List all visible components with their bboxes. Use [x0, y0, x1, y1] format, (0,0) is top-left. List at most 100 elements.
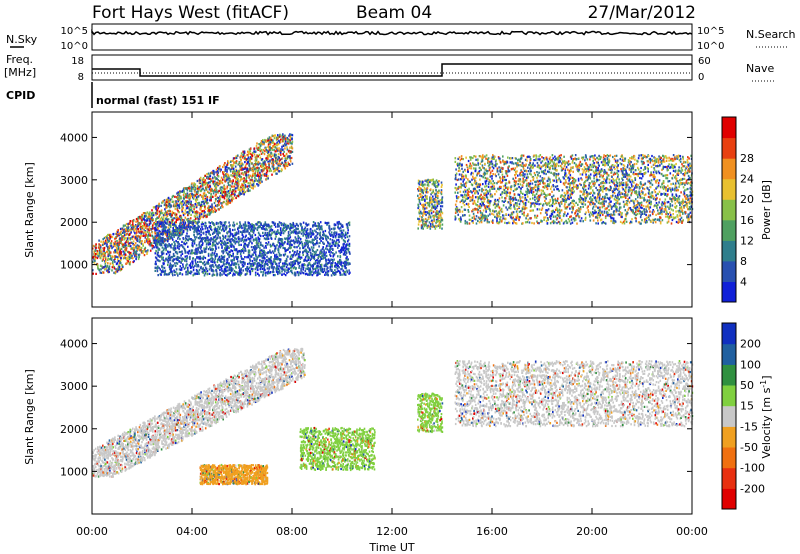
echo-cell [139, 238, 141, 241]
echo-cell [315, 253, 318, 257]
echo-cell [187, 206, 189, 209]
echo-cell [204, 186, 207, 189]
echo-cell [212, 248, 214, 251]
echo-cell [209, 181, 212, 184]
echo-cell [290, 133, 293, 136]
echo-cell [190, 190, 193, 193]
echo-cell [291, 244, 293, 247]
echo-cell [234, 236, 236, 240]
echo-cell [108, 265, 111, 268]
echo-cell [329, 249, 332, 252]
echo-cell [182, 206, 184, 209]
echo-cell [331, 239, 334, 242]
echo-cell [242, 264, 245, 267]
echo-cell [133, 247, 135, 250]
echo-cell [284, 147, 286, 150]
echo-cell [148, 225, 151, 229]
echo-cell [176, 207, 179, 210]
echo-cell [209, 173, 211, 176]
echo-cell [173, 223, 175, 226]
echo-cell [187, 235, 189, 238]
echo-cell [163, 212, 166, 215]
echo-cell [339, 271, 342, 274]
echo-cell [197, 189, 200, 192]
echo-cell [214, 204, 217, 207]
echo-cell [244, 191, 247, 194]
echo-cell [139, 227, 142, 231]
echo-cell [202, 228, 204, 231]
echo-cell [201, 257, 203, 260]
echo-cell [275, 154, 277, 157]
echo-cell [172, 227, 174, 230]
echo-cell [256, 142, 258, 145]
echo-cell [177, 229, 180, 232]
echo-cell [211, 247, 213, 250]
echo-cell [228, 192, 230, 195]
echo-cell [156, 212, 159, 215]
echo-cell [252, 167, 255, 171]
echo-cell [187, 201, 189, 204]
echo-cell [152, 212, 155, 215]
echo-cell [209, 205, 212, 208]
echo-cell [237, 241, 240, 244]
echo-cell [219, 232, 221, 235]
echo-cell [212, 231, 215, 234]
echo-cell [224, 162, 226, 165]
echo-cell [332, 248, 334, 251]
echo-cell [232, 272, 235, 275]
echo-cell [121, 227, 124, 230]
echo-cell [188, 211, 191, 214]
echo-cell [221, 269, 223, 272]
echo-cell [194, 226, 197, 229]
echo-cell [171, 243, 173, 246]
echo-cell [125, 247, 128, 250]
echo-cell [177, 195, 179, 198]
echo-cell [250, 157, 253, 160]
echo-cell [234, 182, 236, 185]
echo-cell [164, 259, 166, 263]
echo-cell [280, 254, 282, 257]
echo-cell [195, 196, 198, 199]
echo-cell [161, 250, 164, 253]
echo-cell [188, 235, 190, 238]
echo-cell [282, 148, 284, 151]
echo-cell [144, 230, 147, 233]
echo-cell [218, 199, 221, 203]
echo-cell [199, 215, 201, 218]
echo-cell [154, 260, 157, 263]
echo-cell [265, 271, 267, 274]
echo-cell [325, 260, 327, 263]
echo-cell [142, 212, 145, 215]
echo-cell [246, 266, 249, 269]
echo-cell [189, 255, 191, 258]
echo-cell [188, 218, 190, 221]
echo-cell [144, 250, 147, 253]
echo-cell [154, 232, 157, 235]
nsearch-label: N.Search [746, 28, 796, 41]
echo-cell [152, 222, 155, 225]
echo-cell [236, 186, 239, 189]
echo-cell [254, 156, 257, 159]
echo-cell [266, 231, 269, 235]
echo-cell [229, 160, 232, 163]
echo-cell [220, 168, 222, 171]
echo-cell [229, 271, 232, 274]
echo-cell [123, 232, 126, 235]
echo-cell [270, 138, 273, 141]
echo-cell [215, 270, 218, 273]
echo-cell [127, 224, 129, 227]
echo-cell [120, 233, 122, 236]
echo-cell [280, 157, 283, 161]
echo-cell [163, 223, 166, 227]
echo-cell [302, 221, 305, 224]
echo-cell [157, 221, 159, 224]
echo-cell [297, 224, 299, 227]
echo-cell [185, 207, 188, 210]
echo-cell [164, 271, 166, 274]
echo-cell [257, 268, 259, 272]
echo-cell [172, 200, 174, 203]
echo-cell [271, 134, 274, 137]
echo-cell [274, 222, 277, 225]
echo-cell [262, 173, 264, 176]
echo-cell [201, 240, 203, 243]
